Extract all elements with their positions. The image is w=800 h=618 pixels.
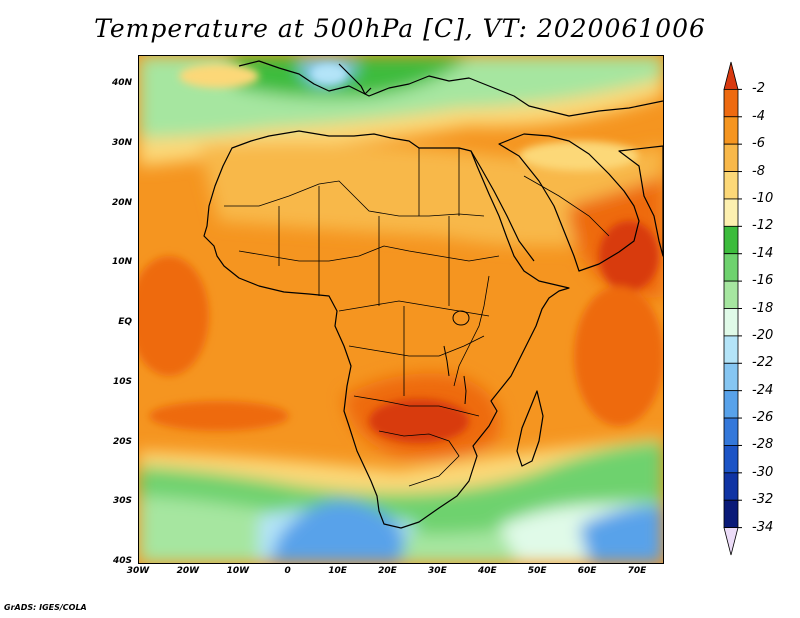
lat-tick-label: 40S	[112, 556, 132, 566]
lon-tick-label: 20W	[176, 566, 200, 576]
lon-tick-label: 30E	[428, 566, 447, 576]
lat-tick-label: 10N	[111, 257, 132, 268]
colorbar-segment	[723, 253, 739, 282]
border-namibia	[378, 430, 460, 487]
colorbar-label: -16	[752, 273, 774, 289]
field-east-warm	[574, 286, 663, 426]
border-vertical-1	[278, 186, 380, 306]
border-west-africa	[224, 180, 485, 217]
italy-coastline	[338, 63, 372, 95]
lon-tick-label: 10W	[226, 566, 250, 576]
temperature-field	[139, 56, 663, 563]
colorbar-label: -32	[752, 492, 774, 508]
field-detail	[139, 64, 663, 443]
field-med-cold	[229, 56, 469, 98]
colorbar-segment	[723, 499, 739, 529]
colorbar-segment	[723, 198, 739, 227]
footer-credit: GrADS: IGES/COLA	[4, 603, 87, 612]
lon-tick-label: 50E	[527, 566, 547, 576]
red-sea-coast	[470, 150, 535, 262]
colorbar-segment	[723, 225, 739, 255]
field-west-warm	[139, 256, 209, 376]
colorbar-label: -30	[752, 464, 774, 480]
temperature-map	[138, 55, 664, 564]
colorbar-segment	[723, 445, 739, 474]
field-southern-core	[369, 399, 469, 443]
border-congo	[348, 335, 485, 357]
colorbar-label: -20	[752, 327, 774, 343]
colorbar-label: -2	[752, 81, 765, 97]
field-indian-cool	[519, 141, 639, 171]
colorbar-label: -10	[752, 190, 774, 206]
colorbar-segment	[723, 417, 739, 446]
colorbar-segment	[723, 143, 739, 172]
lake-malawi	[463, 375, 467, 405]
lon-tick-label: 60E	[577, 566, 597, 576]
lake-tanganyika	[443, 345, 450, 377]
field-med-blue	[311, 64, 347, 84]
lat-tick-label: 20S	[112, 436, 132, 447]
coastlines	[203, 60, 663, 529]
colorbar-segment	[723, 472, 739, 501]
lat-tick-label: 30N	[111, 137, 132, 148]
lat-tick-label: EQ	[118, 317, 132, 327]
lon-tick-label: 10E	[328, 566, 347, 576]
lon-tick-label: 20E	[378, 566, 397, 576]
lake-victoria	[452, 310, 470, 326]
colorbar-label: -28	[752, 437, 774, 453]
map-title: Temperature at 500hPa [C], VT: 202006100…	[94, 14, 706, 43]
field-southeast-cold	[579, 505, 663, 563]
lat-tick-label: 40N	[111, 78, 132, 88]
lon-tick-label: 70E	[627, 566, 647, 576]
india-coastline	[618, 145, 663, 257]
colorbar-label: -18	[752, 300, 774, 316]
field-southwest-cold	[269, 500, 405, 563]
colorbar-label: -4	[752, 108, 765, 124]
europe-coastline	[238, 60, 663, 117]
colorbar-label: -6	[752, 136, 765, 152]
africa-coastline	[203, 130, 570, 529]
colorbar-label: -34	[752, 519, 774, 535]
field-atlantic-warm	[149, 401, 289, 431]
colorbar-label: -14	[752, 245, 774, 261]
arabia-coastline	[498, 133, 640, 272]
lat-tick-label: 20N	[111, 197, 132, 208]
lon-tick-label: 40E	[477, 566, 497, 576]
colorbar-label: -22	[752, 355, 774, 371]
colorbar-segment	[723, 362, 739, 392]
field-nw-cool	[179, 64, 259, 88]
border-southern	[353, 395, 480, 417]
lat-tick-label: 10S	[112, 376, 132, 387]
colorbar-label: -26	[752, 410, 774, 426]
border-vertical-2	[403, 216, 450, 396]
lon-tick-label: 0	[284, 566, 291, 576]
colorbar-segment	[723, 171, 739, 200]
colorbar-segment	[723, 61, 739, 90]
colorbar-segment	[723, 527, 739, 556]
colorbar-segment	[723, 280, 739, 309]
field-arabia-core	[599, 221, 659, 291]
border-saudi	[523, 175, 610, 237]
border-egypt-libya	[418, 148, 460, 216]
border-east	[453, 275, 490, 387]
lat-tick-label: 30S	[112, 496, 132, 507]
colorbar-label: -24	[752, 382, 774, 398]
madagascar-coastline	[516, 390, 544, 467]
lakes	[443, 310, 470, 405]
colorbar-segment	[723, 116, 739, 145]
border-sahel	[238, 245, 500, 262]
colorbar-segment	[723, 390, 739, 419]
colorbar-label: -8	[752, 163, 765, 179]
lon-tick-label: 30W	[126, 566, 150, 576]
colorbar-segment	[723, 335, 739, 364]
colorbar-segment	[723, 88, 739, 118]
colorbar-label: -12	[752, 218, 774, 234]
colorbar-segment	[723, 308, 739, 337]
